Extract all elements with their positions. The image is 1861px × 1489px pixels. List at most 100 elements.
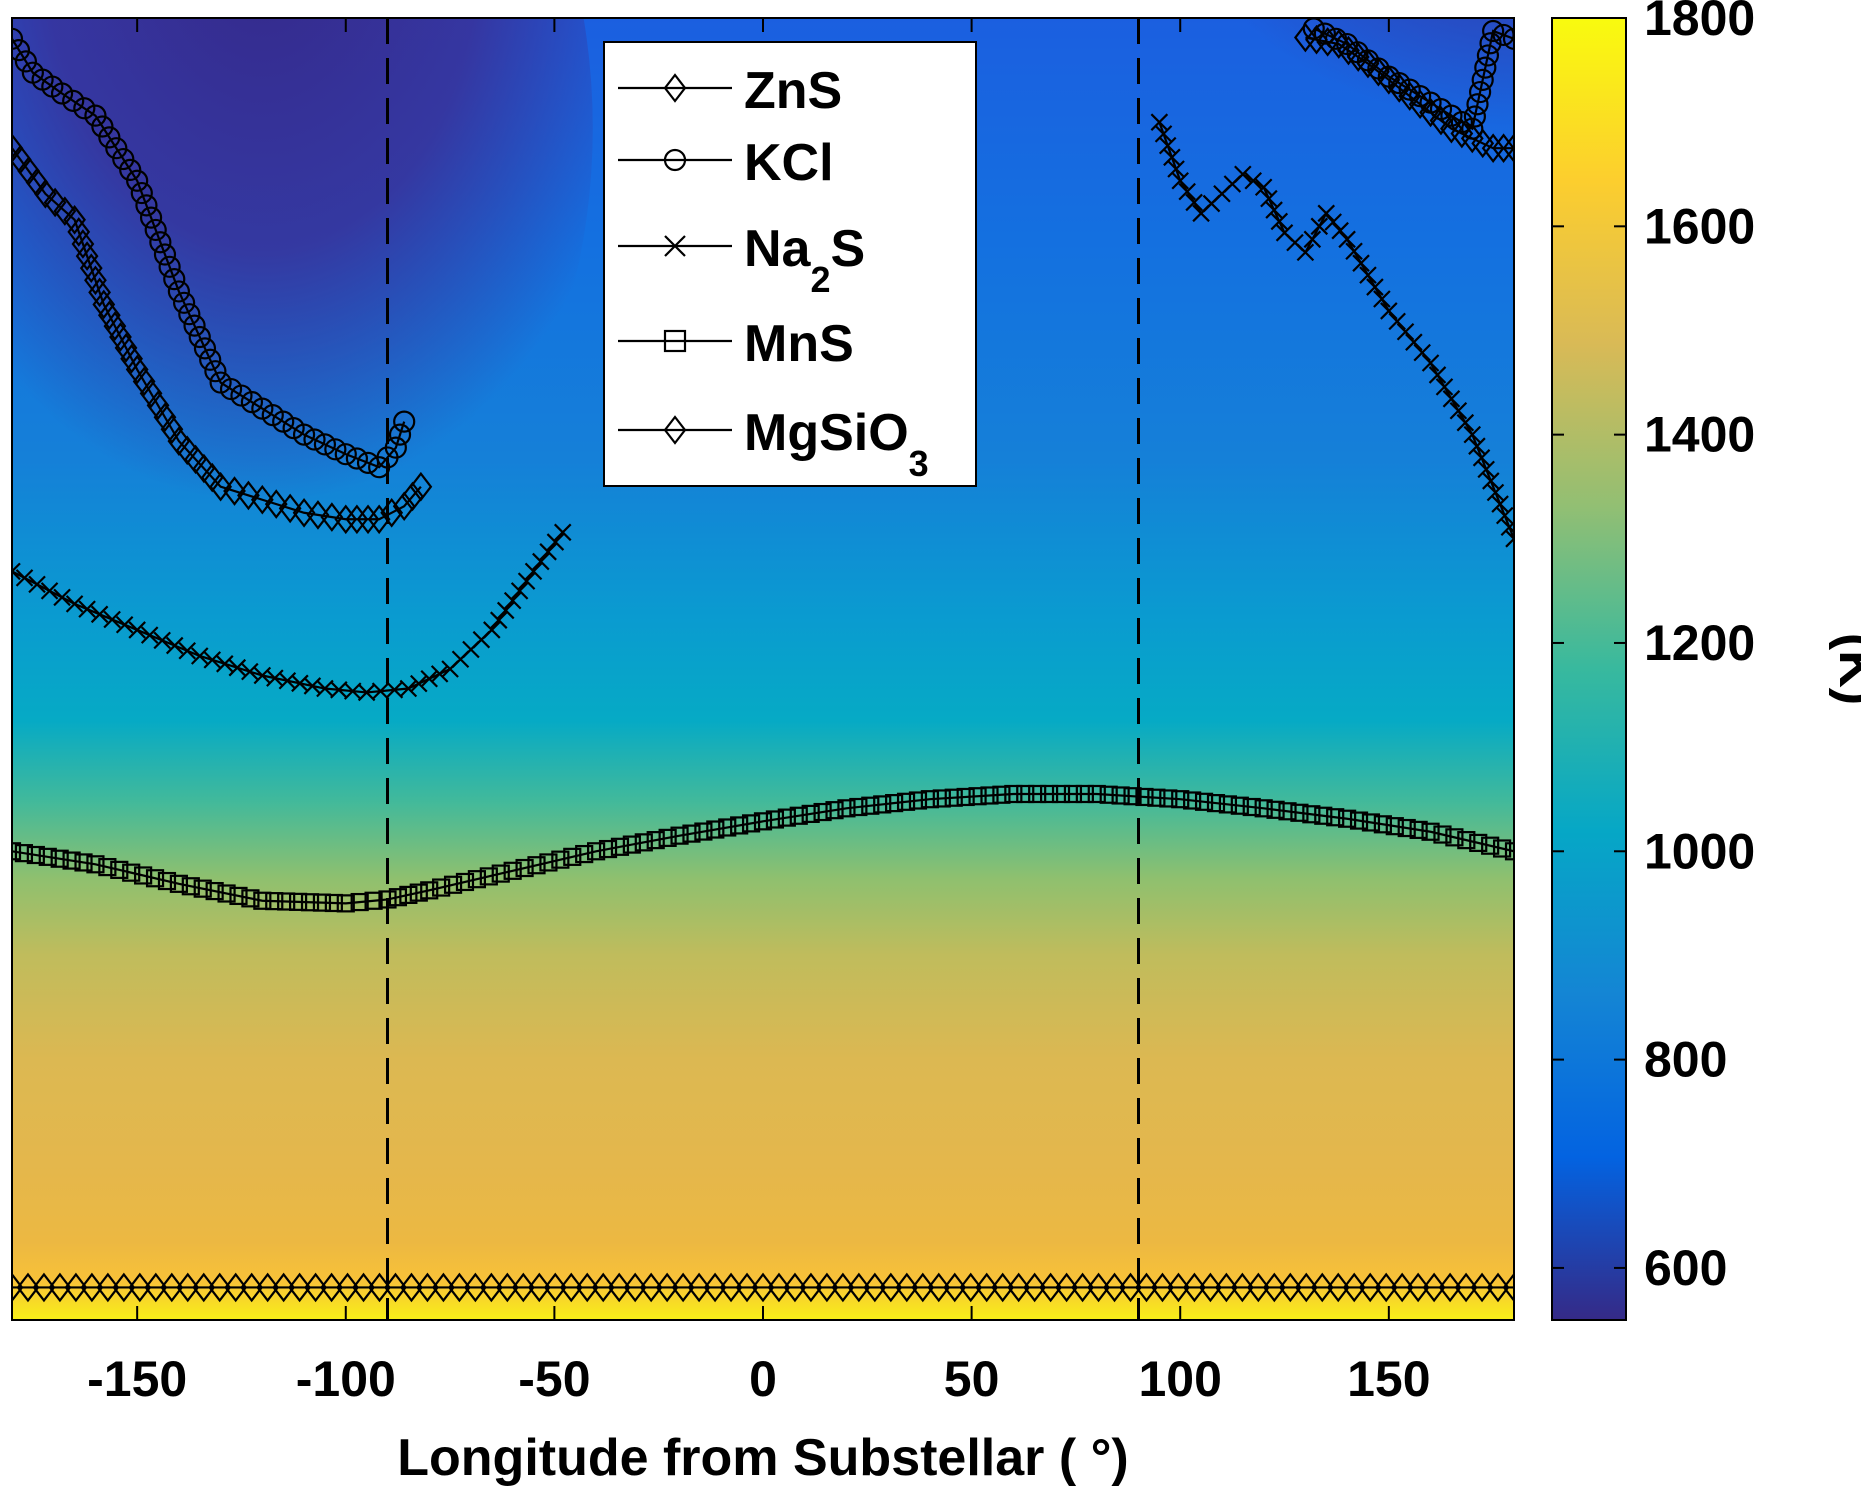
data-point bbox=[240, 1272, 264, 1303]
data-point bbox=[12, 133, 24, 164]
data-point bbox=[368, 1272, 391, 1303]
data-point bbox=[1377, 65, 1401, 95]
data-point bbox=[12, 27, 24, 50]
data-point bbox=[304, 1272, 327, 1303]
data-point bbox=[183, 314, 206, 337]
x-tick-label: -100 bbox=[296, 1351, 396, 1407]
data-point bbox=[320, 1272, 343, 1303]
data-point bbox=[1505, 530, 1514, 548]
data-point bbox=[517, 572, 536, 590]
data-point bbox=[956, 787, 975, 807]
data-point bbox=[1234, 165, 1252, 184]
legend-entries: ZnS KCl Na2S MnS MgSiO3 bbox=[618, 62, 929, 484]
data-point bbox=[420, 669, 438, 688]
data-point bbox=[896, 792, 916, 811]
data-point bbox=[1388, 312, 1406, 331]
data-point bbox=[144, 218, 167, 242]
legend-label: Na2S bbox=[744, 220, 865, 300]
data-point bbox=[479, 867, 498, 886]
data-point bbox=[553, 523, 572, 542]
data-point bbox=[229, 886, 248, 906]
data-point bbox=[153, 243, 177, 266]
data-point bbox=[1413, 343, 1431, 362]
data-point bbox=[682, 824, 701, 843]
data-point bbox=[1442, 390, 1461, 408]
data-point bbox=[1103, 1272, 1126, 1303]
data-point bbox=[86, 855, 105, 874]
data-point bbox=[1159, 789, 1178, 808]
data-point bbox=[26, 845, 45, 865]
colorbar-tick-label: 1800 bbox=[1644, 0, 1755, 46]
data-point bbox=[503, 591, 522, 610]
data-point bbox=[205, 881, 224, 901]
data-point bbox=[1324, 213, 1342, 231]
data-point bbox=[543, 1272, 567, 1303]
data-point bbox=[1111, 786, 1130, 805]
data-point bbox=[873, 795, 892, 814]
legend-entry: MgSiO3 bbox=[618, 404, 929, 484]
data-point bbox=[97, 300, 121, 331]
data-point bbox=[1294, 1272, 1318, 1303]
data-point bbox=[1230, 1272, 1254, 1303]
x-tick-label: 50 bbox=[944, 1351, 1000, 1407]
data-point bbox=[1356, 48, 1380, 79]
data-point bbox=[515, 858, 534, 878]
data-point bbox=[1472, 449, 1491, 467]
data-point bbox=[193, 337, 217, 360]
data-point bbox=[799, 1272, 823, 1303]
data-point bbox=[1337, 35, 1360, 66]
data-point bbox=[1373, 815, 1392, 834]
data-point bbox=[399, 885, 418, 904]
data-point bbox=[149, 231, 172, 254]
data-point bbox=[14, 844, 34, 863]
series-mgsio3 bbox=[12, 1272, 1514, 1303]
data-point bbox=[12, 1272, 24, 1303]
data-point bbox=[546, 533, 565, 551]
legend-label: MgSiO3 bbox=[744, 404, 929, 484]
data-point bbox=[203, 651, 222, 669]
data-point bbox=[1361, 813, 1381, 832]
data-point bbox=[217, 884, 236, 903]
data-point bbox=[491, 864, 510, 883]
data-point bbox=[1456, 413, 1475, 432]
colorbar-tick-label: 800 bbox=[1644, 1032, 1727, 1088]
data-point bbox=[1358, 1272, 1382, 1303]
data-point bbox=[75, 241, 99, 271]
data-point bbox=[145, 869, 165, 888]
data-point bbox=[1055, 1272, 1078, 1303]
data-point bbox=[62, 89, 85, 112]
data-point bbox=[895, 1272, 919, 1303]
x-axis-label: Longitude from Substellar ( °) bbox=[397, 1429, 1128, 1487]
colorbar-label: (K) bbox=[1828, 633, 1861, 705]
data-point bbox=[1342, 1272, 1366, 1303]
data-point bbox=[1331, 221, 1349, 240]
data-point bbox=[1429, 105, 1453, 136]
data-point bbox=[228, 658, 247, 677]
data-point bbox=[430, 665, 449, 683]
data-point bbox=[1206, 794, 1226, 813]
series-zns bbox=[12, 22, 1514, 535]
data-point bbox=[48, 1272, 72, 1303]
data-point bbox=[278, 493, 302, 524]
data-point bbox=[165, 636, 184, 655]
data-point bbox=[16, 1272, 40, 1303]
data-point bbox=[1254, 799, 1273, 818]
data-point bbox=[932, 789, 951, 808]
data-point bbox=[813, 802, 832, 822]
data-point bbox=[908, 791, 928, 810]
data-point bbox=[178, 303, 201, 326]
data-point bbox=[1463, 425, 1482, 444]
legend-entry: ZnS bbox=[618, 62, 842, 120]
legend-marker bbox=[663, 73, 687, 103]
data-point bbox=[1468, 437, 1486, 455]
data-point bbox=[1492, 839, 1512, 858]
data-point bbox=[357, 683, 376, 702]
data-point bbox=[125, 354, 149, 385]
data-point bbox=[277, 892, 296, 911]
data-point bbox=[1326, 808, 1345, 827]
data-point bbox=[300, 893, 320, 912]
data-point bbox=[313, 433, 337, 456]
data-point bbox=[169, 874, 188, 893]
data-point bbox=[1171, 171, 1189, 190]
